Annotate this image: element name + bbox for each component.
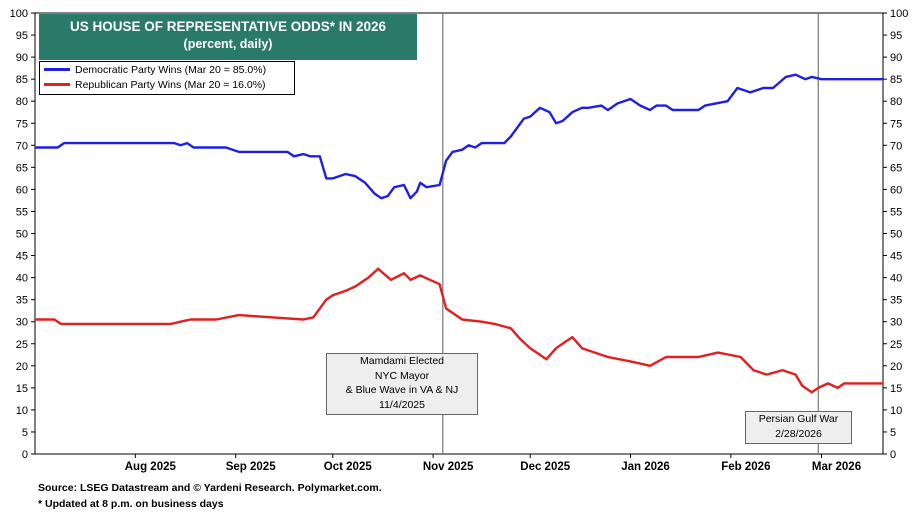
annotation-line: Persian Gulf War bbox=[758, 413, 839, 425]
legend-label-rep: Republican Party Wins (Mar 20 = 16.0%) bbox=[75, 78, 266, 91]
x-tick-label: Jan 2026 bbox=[621, 461, 670, 473]
y-tick-label: 45 bbox=[16, 251, 28, 263]
y-axis-left-ticks: 0 5 10 15 20 25 30 35 40 45 50 55 60 65 70 75 80 85 90 95 10… bbox=[10, 8, 35, 461]
y-tick-label: 30 bbox=[16, 317, 28, 329]
y-tick-label: 5 bbox=[890, 427, 896, 439]
y-tick-label: 100 bbox=[890, 8, 908, 20]
y-tick-label: 50 bbox=[890, 229, 902, 241]
y-tick-label: 0 bbox=[890, 449, 896, 461]
y-tick-label: 75 bbox=[890, 118, 902, 130]
legend-item-rep: Republican Party Wins (Mar 20 = 16.0%) bbox=[40, 77, 294, 92]
legend-item-dem: Democratic Party Wins (Mar 20 = 85.0%) bbox=[40, 62, 294, 77]
series-lines bbox=[35, 73, 883, 394]
x-tick-label: Aug 2025 bbox=[125, 461, 177, 473]
y-tick-label: 50 bbox=[16, 229, 28, 241]
x-tick-label: Oct 2025 bbox=[324, 461, 373, 473]
y-tick-label: 30 bbox=[890, 317, 902, 329]
annotation-line: 2/28/2026 bbox=[775, 427, 822, 440]
event-lines bbox=[442, 13, 819, 454]
update-note: * Updated at 8 p.m. on business days bbox=[38, 498, 224, 510]
y-tick-label: 40 bbox=[16, 273, 28, 285]
y-tick-label: 15 bbox=[890, 383, 902, 395]
y-tick-label: 15 bbox=[16, 383, 28, 395]
y-tick-label: 95 bbox=[16, 30, 28, 42]
y-tick-label: 75 bbox=[16, 118, 28, 130]
y-tick-label: 20 bbox=[890, 361, 902, 373]
y-tick-label: 60 bbox=[890, 184, 902, 196]
y-tick-label: 25 bbox=[16, 339, 28, 351]
x-tick-label: Dec 2025 bbox=[520, 461, 570, 473]
x-axis-ticks: Aug 2025 Sep 2025 Oct 2025 Nov 2025 Dec 2025… bbox=[125, 454, 861, 473]
x-tick-label: Nov 2025 bbox=[423, 461, 474, 473]
y-tick-label: 10 bbox=[16, 405, 28, 417]
y-tick-label: 65 bbox=[890, 162, 902, 174]
x-tick-label: Feb 2026 bbox=[721, 461, 770, 473]
y-tick-label: 90 bbox=[16, 52, 28, 64]
y-axis-right-ticks: 0 5 10 15 20 25 30 35 40 45 50 55 60 65 70 75 80 85 90 95 10… bbox=[883, 8, 908, 461]
y-tick-label: 25 bbox=[890, 339, 902, 351]
y-tick-label: 35 bbox=[16, 295, 28, 307]
source-note: Source: LSEG Datastream and © Yardeni Re… bbox=[38, 482, 382, 494]
y-tick-label: 90 bbox=[890, 52, 902, 64]
legend-swatch-dem bbox=[44, 68, 70, 71]
y-tick-label: 20 bbox=[16, 361, 28, 373]
chart-title: US HOUSE OF REPRESENTATIVE ODDS* IN 2026 bbox=[69, 19, 387, 34]
x-tick-label: Mar 2026 bbox=[812, 461, 861, 473]
annotation-persian-gulf-war: Persian Gulf War 2/28/2026 bbox=[745, 411, 852, 444]
y-tick-label: 5 bbox=[22, 427, 28, 439]
y-tick-label: 55 bbox=[890, 206, 902, 218]
y-tick-label: 100 bbox=[10, 8, 28, 20]
rep-series-line bbox=[35, 267, 883, 394]
y-tick-label: 10 bbox=[890, 405, 902, 417]
annotation-line: 11/4/2025 bbox=[379, 398, 425, 411]
y-tick-label: 95 bbox=[890, 30, 902, 42]
y-tick-label: 70 bbox=[16, 140, 28, 152]
y-tick-label: 40 bbox=[890, 273, 902, 285]
annotation-mamdami: Mamdami Elected NYC Mayor & Blue Wave in… bbox=[326, 353, 478, 415]
y-tick-label: 0 bbox=[22, 449, 28, 461]
chart-title-box: US HOUSE OF REPRESENTATIVE ODDS* IN 2026… bbox=[39, 14, 417, 60]
y-tick-label: 85 bbox=[16, 74, 28, 86]
y-tick-label: 55 bbox=[16, 206, 28, 218]
annotation-line: & Blue Wave in VA & NJ bbox=[345, 384, 459, 396]
y-tick-label: 35 bbox=[890, 295, 902, 307]
annotation-line: NYC Mayor bbox=[374, 369, 430, 382]
chart-subtitle: (percent, daily) bbox=[183, 37, 273, 51]
dem-series-line bbox=[35, 73, 883, 200]
y-tick-label: 85 bbox=[890, 74, 902, 86]
y-tick-label: 70 bbox=[890, 140, 902, 152]
y-tick-label: 60 bbox=[16, 184, 28, 196]
legend-swatch-rep bbox=[44, 83, 70, 86]
x-tick-label: Sep 2025 bbox=[226, 461, 276, 473]
legend: Democratic Party Wins (Mar 20 = 85.0%) R… bbox=[39, 61, 295, 95]
y-tick-label: 45 bbox=[890, 251, 902, 263]
legend-label-dem: Democratic Party Wins (Mar 20 = 85.0%) bbox=[75, 63, 267, 76]
y-tick-label: 65 bbox=[16, 162, 28, 174]
y-tick-label: 80 bbox=[890, 96, 902, 108]
annotation-line: Mamdami Elected bbox=[359, 355, 445, 367]
y-tick-label: 80 bbox=[16, 96, 28, 108]
